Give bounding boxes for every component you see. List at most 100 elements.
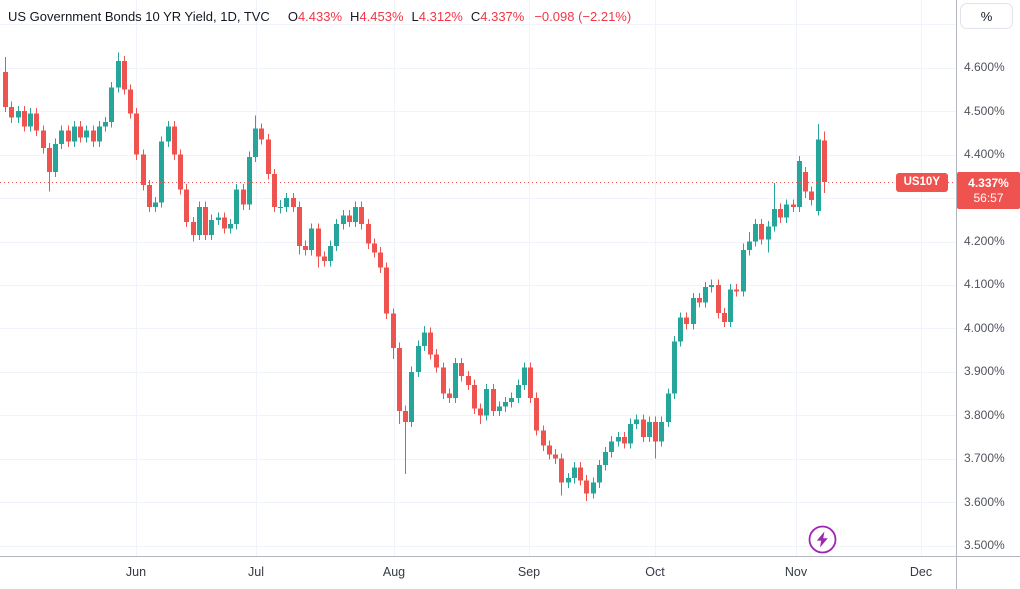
candle [172, 121, 177, 160]
candle [309, 223, 314, 256]
candle [416, 340, 421, 378]
candle [466, 370, 471, 391]
price-tick: 3.900% [964, 364, 1005, 379]
candle [397, 342, 402, 424]
close-value: 4.337% [480, 8, 525, 24]
candle [478, 403, 483, 424]
candle [759, 218, 764, 245]
candle [391, 308, 396, 359]
candle [128, 84, 133, 119]
ohlc-values: O 4.433% H 4.453% L 4.312% C 4.337% −0.098 (… [280, 9, 631, 24]
symbol-title[interactable]: US Government Bonds 10 YR Yield, 1D, TVC [8, 8, 270, 24]
candle [134, 108, 139, 160]
candle [103, 116, 108, 132]
last-price-value: 4.337% [968, 176, 1009, 190]
percent-unit-button[interactable]: % [960, 3, 1013, 29]
candle [53, 138, 58, 178]
candle [491, 383, 496, 417]
candle [303, 240, 308, 256]
open-value: 4.433% [297, 8, 343, 24]
candle [428, 327, 433, 360]
candle [797, 155, 802, 212]
candle [159, 136, 164, 208]
candle [203, 201, 208, 241]
candle [728, 284, 733, 328]
low-value: 4.312% [418, 8, 463, 24]
candle [597, 460, 602, 488]
lightning-bolt-icon [808, 525, 837, 554]
candle [684, 312, 689, 330]
candle [547, 440, 552, 460]
candle [59, 125, 64, 149]
price-tick: 4.500% [964, 103, 1005, 118]
candlestick-chart [0, 0, 956, 556]
candle [247, 151, 252, 210]
candle [322, 251, 327, 267]
price-tick: 4.200% [964, 234, 1005, 248]
candle [541, 425, 546, 451]
candle [791, 199, 796, 212]
price-tick: 4.100% [964, 277, 1005, 292]
candle [297, 201, 302, 255]
candle [778, 203, 783, 223]
candle [566, 473, 571, 488]
candle [241, 184, 246, 210]
candle [209, 214, 214, 241]
candle [97, 121, 102, 147]
lightning-bolt-button[interactable] [807, 524, 838, 555]
low-label: L [411, 8, 419, 24]
price-axis[interactable]: % 4.600% 4.500% 4.400% 4.200% 4.100% 4.000% 3.… [957, 0, 1020, 556]
candle [472, 379, 477, 414]
candle [672, 336, 677, 399]
price-axis-separator [956, 0, 957, 589]
candle [122, 56, 127, 95]
candle [341, 210, 346, 230]
candle [747, 231, 752, 256]
time-tick-nov: Nov [784, 565, 808, 579]
candle [534, 392, 539, 436]
candle [603, 446, 608, 471]
candle [66, 125, 71, 147]
candle [609, 436, 614, 458]
candle [484, 383, 489, 421]
chart-pane[interactable]: US Government Bonds 10 YR Yield, 1D, TVC… [0, 0, 956, 556]
candle [766, 221, 771, 253]
time-tick-sep: Sep [517, 565, 541, 579]
candle [816, 124, 821, 216]
candle [584, 475, 589, 501]
candle [784, 199, 789, 223]
candle [803, 166, 808, 199]
candle [528, 362, 533, 404]
price-tick: 3.700% [964, 451, 1005, 466]
candle [572, 462, 577, 484]
time-tick-aug: Aug [382, 565, 406, 579]
candle [447, 388, 452, 404]
candle [409, 366, 414, 427]
symbol-price-flag: US10Y [895, 172, 948, 192]
candle [503, 397, 508, 412]
candle [516, 379, 521, 404]
high-value: 4.453% [359, 8, 404, 24]
candle [634, 414, 639, 430]
candle [272, 168, 277, 212]
candle [9, 101, 14, 123]
candle [378, 247, 383, 273]
time-axis-separator [0, 556, 1020, 557]
candle [616, 431, 621, 447]
change-value: −0.098 (−2.21%) [534, 8, 632, 24]
time-tick-jun: Jun [125, 565, 147, 579]
candle [691, 292, 696, 330]
time-axis[interactable]: Jun Jul Aug Sep Oct Nov Dec [0, 557, 956, 589]
candle [28, 108, 33, 132]
symbol-flag-text: US10Y [903, 176, 940, 188]
candle [41, 125, 46, 154]
candle [347, 210, 352, 228]
time-tick-dec: Dec [909, 565, 933, 579]
candle [659, 416, 664, 447]
candle [328, 240, 333, 267]
candle [647, 416, 652, 443]
candle [678, 312, 683, 347]
candle [353, 201, 358, 228]
candle [809, 186, 814, 206]
candle [578, 462, 583, 486]
